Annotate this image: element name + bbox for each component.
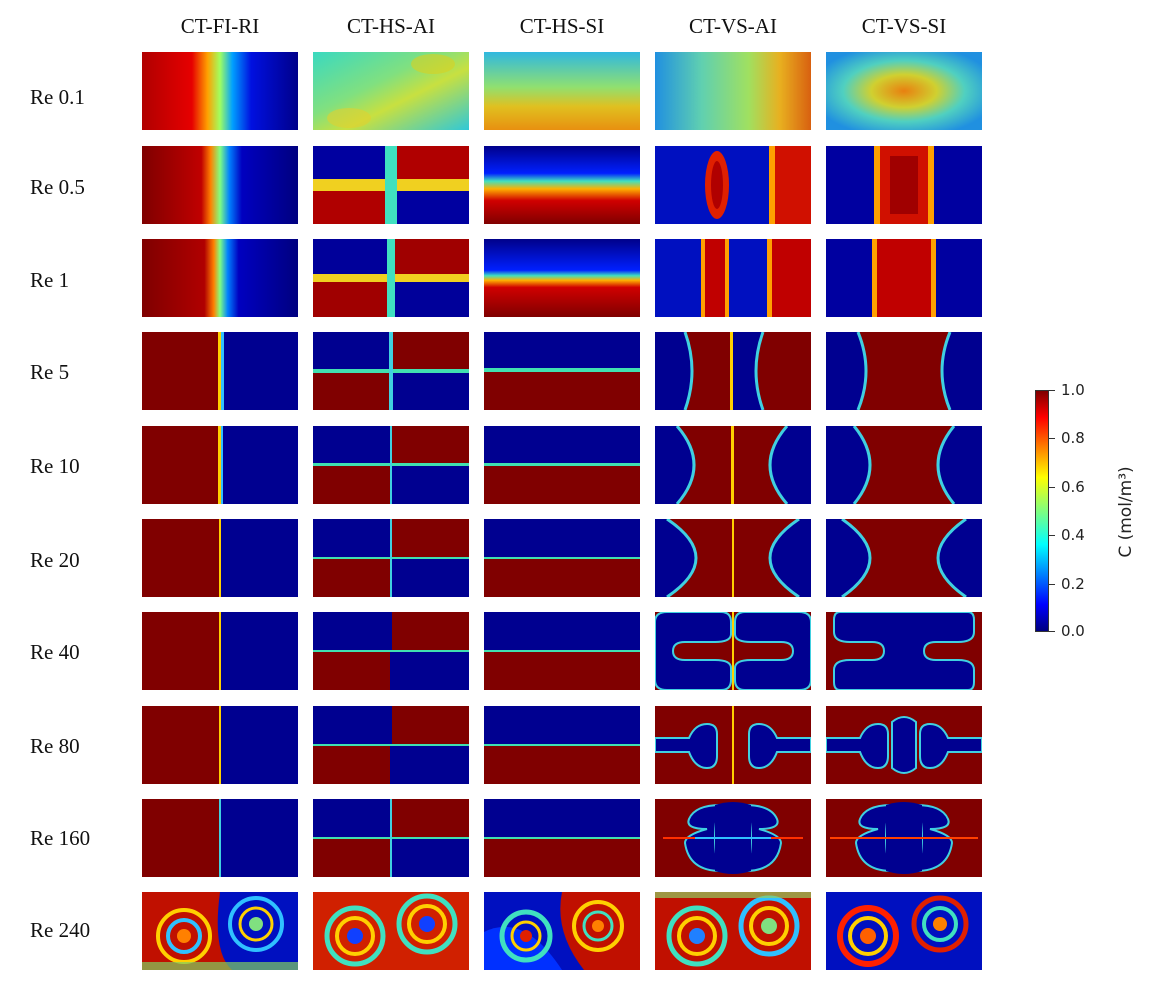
colorbar-tick bbox=[1049, 631, 1055, 632]
contour-cell bbox=[313, 706, 469, 784]
contour-cell bbox=[655, 706, 811, 784]
contour-cell bbox=[826, 612, 982, 690]
contour-cell bbox=[655, 612, 811, 690]
colorbar-tick-label: 0.4 bbox=[1061, 526, 1085, 544]
row-label-re-160: Re 160 bbox=[30, 826, 91, 850]
colorbar-tick bbox=[1049, 584, 1055, 585]
colorbar-tick bbox=[1049, 438, 1055, 439]
contour-cell bbox=[313, 799, 469, 877]
contour-cell bbox=[484, 146, 640, 224]
contour-cell bbox=[313, 332, 469, 410]
contour-cell bbox=[826, 892, 982, 970]
contour-cell bbox=[826, 332, 982, 410]
contour-cell bbox=[655, 892, 811, 970]
colorbar-ticks: 1.0 0.8 0.6 0.4 0.2 0.0 bbox=[1049, 381, 1089, 640]
column-header-ct-fi-ri: CT-FI-RI bbox=[180, 14, 260, 38]
contour-cell bbox=[484, 892, 640, 970]
colorbar bbox=[1035, 390, 1049, 632]
contour-cell bbox=[484, 426, 640, 504]
contour-cell bbox=[313, 239, 469, 317]
contour-cell bbox=[142, 239, 298, 317]
contour-cell bbox=[826, 239, 982, 317]
contour-cell bbox=[313, 146, 469, 224]
row-label-re-240: Re 240 bbox=[30, 918, 91, 942]
colorbar-tick-label: 0.2 bbox=[1061, 575, 1085, 593]
contour-cell bbox=[142, 706, 298, 784]
colorbar-tick-label: 0.0 bbox=[1061, 622, 1085, 640]
contour-cell bbox=[484, 239, 640, 317]
contour-cell bbox=[142, 426, 298, 504]
contour-cell bbox=[826, 519, 982, 597]
contour-cell bbox=[655, 332, 811, 410]
row-label-re-0-1: Re 0.1 bbox=[30, 85, 85, 109]
contour-cell bbox=[313, 52, 469, 130]
row-label-re-1: Re 1 bbox=[30, 268, 70, 292]
contour-cell bbox=[313, 892, 469, 970]
contour-cell bbox=[142, 799, 298, 877]
contour-cell bbox=[313, 612, 469, 690]
colorbar-title: C (mol/m³) bbox=[1116, 466, 1136, 558]
column-header-ct-hs-si: CT-HS-SI bbox=[519, 14, 605, 38]
contour-cell bbox=[655, 239, 811, 317]
contour-cell bbox=[655, 426, 811, 504]
contour-cell bbox=[313, 519, 469, 597]
contour-cell bbox=[484, 52, 640, 130]
colorbar-tick bbox=[1049, 535, 1055, 536]
contour-cell bbox=[142, 146, 298, 224]
column-header-ct-vs-si: CT-VS-SI bbox=[861, 14, 947, 38]
colorbar-tick bbox=[1049, 390, 1055, 391]
contour-cell bbox=[826, 426, 982, 504]
colorbar-tick bbox=[1049, 487, 1055, 488]
contour-cell bbox=[826, 146, 982, 224]
contour-cell bbox=[484, 706, 640, 784]
row-label-re-20: Re 20 bbox=[30, 548, 80, 572]
contour-cell bbox=[655, 519, 811, 597]
contour-cell bbox=[484, 799, 640, 877]
row-label-re-10: Re 10 bbox=[30, 454, 80, 478]
contour-cell bbox=[142, 52, 298, 130]
contour-cell bbox=[826, 52, 982, 130]
row-label-re-80: Re 80 bbox=[30, 734, 80, 758]
contour-cell bbox=[142, 892, 298, 970]
contour-cell bbox=[484, 332, 640, 410]
contour-cell bbox=[313, 426, 469, 504]
contour-cell bbox=[826, 706, 982, 784]
contour-cell bbox=[826, 799, 982, 877]
contour-cell bbox=[484, 519, 640, 597]
contour-cell bbox=[484, 612, 640, 690]
contour-cell bbox=[142, 332, 298, 410]
contour-cell bbox=[142, 612, 298, 690]
colorbar-tick-label: 1.0 bbox=[1061, 381, 1085, 399]
contour-cell bbox=[655, 146, 811, 224]
contour-cell bbox=[655, 52, 811, 130]
column-header-ct-vs-ai: CT-VS-AI bbox=[689, 14, 777, 38]
contour-cell bbox=[655, 799, 811, 877]
contour-cell bbox=[142, 519, 298, 597]
row-label-re-5: Re 5 bbox=[30, 360, 70, 384]
column-header-ct-hs-ai: CT-HS-AI bbox=[347, 14, 435, 38]
colorbar-tick-label: 0.6 bbox=[1061, 478, 1085, 496]
row-label-re-0-5: Re 0.5 bbox=[30, 175, 85, 199]
row-label-re-40: Re 40 bbox=[30, 640, 80, 664]
colorbar-tick-label: 0.8 bbox=[1061, 429, 1085, 447]
